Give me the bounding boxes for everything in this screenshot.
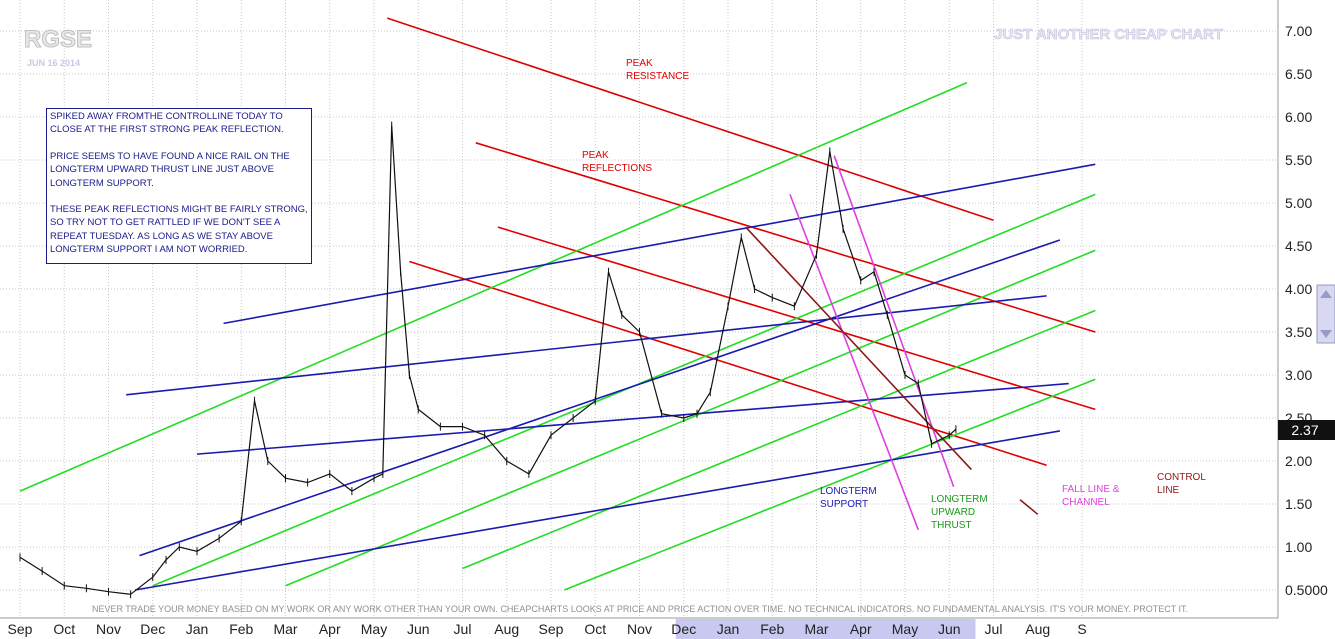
y-tick-label: 7.00	[1285, 23, 1312, 39]
control-line-label-1: CONTROL	[1157, 472, 1206, 483]
x-tick-label: Aug	[1025, 621, 1050, 637]
blue-trend-line	[139, 239, 1061, 557]
x-tick-label: Jun	[938, 621, 961, 637]
control-line-label-2: LINE	[1157, 485, 1180, 496]
x-tick-label: Nov	[96, 621, 121, 637]
x-tick-label: Jun	[407, 621, 430, 637]
note-paragraph-3: THESE PEAK REFLECTIONS MIGHT BE FAIRLY S…	[50, 204, 308, 256]
longterm-support-label-2: SUPPORT	[820, 499, 868, 510]
date-label: JUN 16 2014	[27, 58, 80, 68]
scroll-down-icon[interactable]	[1320, 330, 1332, 338]
x-tick-label: Jul	[985, 621, 1003, 637]
x-tick-label: Jan	[186, 621, 209, 637]
blue-trend-line	[126, 295, 1047, 396]
green-trend-line	[19, 81, 968, 492]
upward-thrust-label-3: THRUST	[931, 520, 972, 531]
fall-line-label-1: FALL LINE &	[1062, 484, 1120, 495]
fall-line-channel-line	[833, 155, 955, 488]
x-tick-label: Apr	[850, 621, 872, 637]
price-series	[19, 121, 957, 599]
control-line-line	[745, 226, 972, 471]
y-tick-label: 2.00	[1285, 453, 1312, 469]
x-tick-label: Dec	[671, 621, 696, 637]
x-tick-label: Mar	[804, 621, 828, 637]
peak-reflections-line	[475, 142, 1096, 333]
y-tick-label: 1.50	[1285, 496, 1312, 512]
x-tick-label: Nov	[627, 621, 652, 637]
x-tick-label: Aug	[494, 621, 519, 637]
green-trend-line	[462, 309, 1096, 570]
highlight-layer	[675, 619, 976, 639]
x-tick-label: Oct	[584, 621, 606, 637]
magenta-trend-line	[789, 194, 920, 531]
x-tick-label: May	[892, 621, 918, 637]
x-tick-label: Mar	[273, 621, 297, 637]
control-line-extension	[1019, 499, 1039, 515]
peak-resistance-label-1: PEAK	[626, 58, 653, 69]
y-tick-label: 6.50	[1285, 66, 1312, 82]
x-tick-label: Sep	[539, 621, 564, 637]
peak-resistance-label-2: RESISTANCE	[626, 71, 689, 82]
x-tick-label: Jul	[454, 621, 472, 637]
fall-line-label-2: CHANNEL	[1062, 497, 1110, 508]
highlighted-period	[675, 619, 976, 639]
y-tick-label: 0.5000	[1285, 582, 1328, 598]
current-price-tag	[1278, 420, 1335, 440]
trend-lines	[19, 17, 1096, 591]
note-paragraph-2: PRICE SEEMS TO HAVE FOUND A NICE RAIL ON…	[50, 150, 290, 189]
blue-trend-line	[196, 382, 1069, 455]
y-tick-label: 4.00	[1285, 281, 1312, 297]
y-tick-label: 5.00	[1285, 195, 1312, 211]
x-tick-label: Feb	[760, 621, 784, 637]
longterm-support-label-1: LONGTERM	[820, 486, 877, 497]
y-tick-label: 4.50	[1285, 238, 1312, 254]
green-trend-line	[285, 249, 1096, 587]
disclaimer: NEVER TRADE YOUR MONEY BASED ON MY WORK …	[92, 604, 1188, 614]
analysis-note: SPIKED AWAY FROMTHE CONTROLLINE TODAY TO…	[46, 108, 312, 264]
x-tick-label: Dec	[140, 621, 165, 637]
peak-resistance-line	[387, 17, 994, 221]
x-tick-label: Oct	[53, 621, 75, 637]
y-tick-label: 3.00	[1285, 367, 1312, 383]
symbol-label: RGSE	[24, 26, 92, 53]
upward-thrust-label-2: UPWARD	[931, 507, 975, 518]
y-tick-label: 1.00	[1285, 539, 1312, 555]
y-tick-label: 6.00	[1285, 109, 1312, 125]
scrollbar[interactable]	[1316, 284, 1335, 344]
current-price-value: 2.37	[1291, 422, 1318, 438]
blue-trend-line	[223, 163, 1096, 325]
y-tick-label: 3.50	[1285, 324, 1312, 340]
longterm-support-line	[134, 430, 1061, 591]
scroll-up-icon[interactable]	[1320, 290, 1332, 298]
x-tick-label: Jan	[717, 621, 740, 637]
peak-reflections-label-1: PEAK	[582, 150, 609, 161]
x-tick-label: S	[1077, 621, 1086, 637]
note-paragraph-1: SPIKED AWAY FROMTHE CONTROLLINE TODAY TO…	[50, 111, 284, 136]
x-tick-label: Apr	[319, 621, 341, 637]
longterm-upward-thrust-line	[563, 378, 1096, 591]
x-tick-label: May	[361, 621, 387, 637]
y-tick-label: 5.50	[1285, 152, 1312, 168]
x-tick-label: Sep	[8, 621, 33, 637]
x-tick-label: Feb	[229, 621, 253, 637]
watermark: JUST ANOTHER CHEAP CHART	[994, 26, 1223, 43]
red-trend-line	[409, 260, 1047, 467]
peak-reflections-label-2: REFLECTIONS	[582, 163, 652, 174]
upward-thrust-label-1: LONGTERM	[931, 494, 988, 505]
